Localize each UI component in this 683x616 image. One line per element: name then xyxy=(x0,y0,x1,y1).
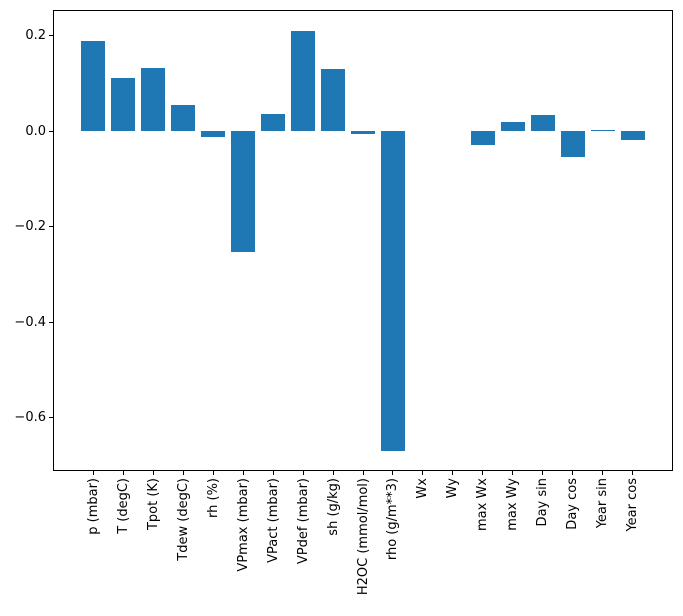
bar-day-sin xyxy=(530,115,555,132)
x-tick-label: rho (g/m**3) xyxy=(385,478,401,561)
x-tick-label: Day sin xyxy=(535,478,551,527)
x-tick-label: max Wx xyxy=(475,478,491,532)
bar-day-cos xyxy=(560,131,585,157)
x-tick-label: Tdew (degC) xyxy=(175,478,191,561)
y-tick-label: 0.0 xyxy=(25,123,46,139)
bar-vpact-mbar xyxy=(261,113,286,132)
bar-sh-g-kg xyxy=(321,68,345,132)
bar-max-wy xyxy=(500,121,525,132)
x-tick-mark xyxy=(182,471,184,475)
bar-p-mbar xyxy=(81,40,106,132)
x-tick-label: Wy xyxy=(445,478,461,499)
x-tick-mark xyxy=(452,471,454,475)
x-tick-label: sh (g/kg) xyxy=(325,478,341,536)
x-tick-mark xyxy=(512,471,514,475)
x-tick-label: H2OC (mmol/mol) xyxy=(355,478,371,596)
x-tick-mark xyxy=(482,471,484,475)
x-tick-mark xyxy=(122,471,124,475)
x-tick-mark xyxy=(152,471,154,475)
bar-rho-g-m-3 xyxy=(380,131,405,451)
y-tick-mark xyxy=(49,321,53,323)
x-tick-label: VPmax (mbar) xyxy=(235,478,251,572)
x-tick-label: VPdef (mbar) xyxy=(295,478,311,565)
x-tick-mark xyxy=(212,471,214,475)
x-tick-label: Year sin xyxy=(595,478,611,529)
x-tick-label: Day cos xyxy=(565,478,581,530)
y-tick-label: −0.2 xyxy=(14,219,46,235)
x-tick-mark xyxy=(422,471,424,475)
bar-year-cos xyxy=(620,131,645,141)
x-tick-mark xyxy=(362,471,364,475)
bar-tdew-degc xyxy=(171,104,196,132)
bar-year-sin xyxy=(590,129,615,132)
y-tick-label: −0.4 xyxy=(14,314,46,330)
y-tick-label: 0.2 xyxy=(25,28,46,44)
x-tick-label: Wx xyxy=(415,478,431,499)
x-tick-label: VPact (mbar) xyxy=(265,478,281,563)
x-tick-label: T (degC) xyxy=(115,478,131,534)
y-tick-label: −0.6 xyxy=(14,410,46,426)
x-tick-mark xyxy=(392,471,394,475)
y-tick-mark xyxy=(49,35,53,37)
bar-max-wx xyxy=(470,131,495,145)
bar-vpmax-mbar xyxy=(231,131,256,253)
x-tick-mark xyxy=(302,471,304,475)
x-tick-label: max Wy xyxy=(505,478,521,531)
x-tick-label: p (mbar) xyxy=(85,478,101,535)
x-tick-mark xyxy=(242,471,244,475)
y-tick-mark xyxy=(49,226,53,228)
y-tick-mark xyxy=(49,417,53,419)
bar-h2oc-mmol-mol xyxy=(351,131,375,135)
x-tick-mark xyxy=(542,471,544,475)
y-tick-mark xyxy=(49,130,53,132)
x-tick-mark xyxy=(332,471,334,475)
x-tick-mark xyxy=(602,471,604,475)
bar-rh xyxy=(201,131,226,137)
bar-t-degc xyxy=(111,77,136,132)
x-tick-label: rh (%) xyxy=(205,478,221,518)
x-tick-label: Tpot (K) xyxy=(145,478,161,531)
x-tick-label: Year cos xyxy=(625,478,641,532)
bar-tpot-k xyxy=(141,68,166,132)
x-tick-mark xyxy=(572,471,574,475)
x-tick-mark xyxy=(92,471,94,475)
bar-vpdef-mbar xyxy=(291,31,316,132)
x-tick-mark xyxy=(632,471,634,475)
plot-area xyxy=(53,10,673,471)
x-tick-mark xyxy=(272,471,274,475)
